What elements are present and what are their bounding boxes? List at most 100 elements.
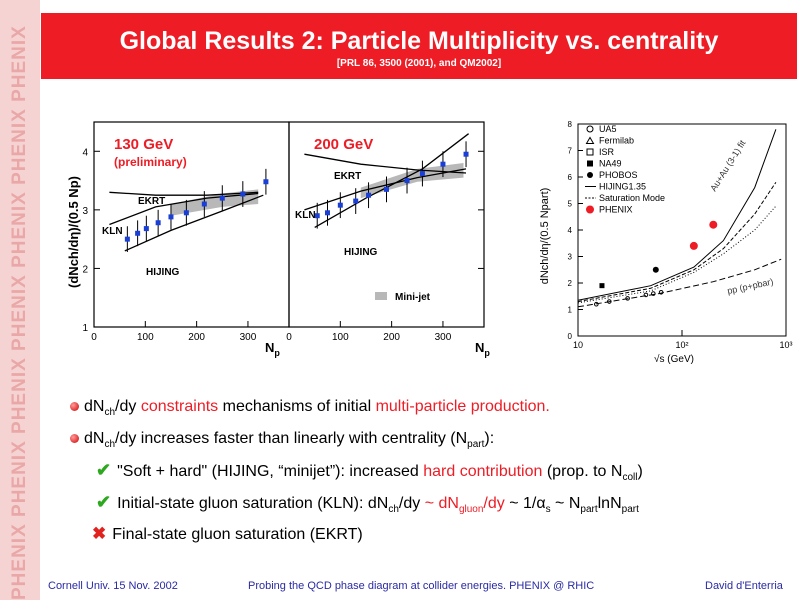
xtick-label: 300: [240, 332, 257, 343]
bullet-dot-icon: [70, 402, 79, 412]
pp-data-point: [651, 291, 656, 296]
xtick-label: 10³: [779, 340, 792, 350]
cross-icon: ✖: [92, 524, 107, 543]
minijet-legend-swatch: [375, 292, 387, 300]
panel1-sublabel: (preliminary): [114, 155, 187, 169]
left-ylabel: (dNch/dη)/(0.5 Np): [66, 176, 81, 288]
xtick-label: 200: [383, 332, 400, 343]
data-point: [124, 236, 130, 242]
ytick-label: 5: [568, 200, 573, 209]
p1-ekrt-label: EKRT: [138, 196, 165, 207]
p1-xlabel: Np: [265, 340, 280, 358]
legend-red-circle-icon: [586, 205, 594, 214]
data-point: [366, 192, 372, 198]
data-point: [440, 161, 446, 167]
legend-label: ISR: [599, 147, 615, 157]
pp-data-point: [625, 296, 630, 301]
right-figure-svg: 0 1 2 3 4 5 6 7 8 10 10² 10³ dNch/dη/(0.5 Npart) √s…: [539, 120, 793, 365]
p2-ekrt-curve: [304, 153, 467, 174]
pp-curve-label: pp (p+pbar): [726, 276, 774, 296]
data-point: [240, 191, 246, 197]
pp-data-point: [607, 299, 612, 304]
pp-curve: [577, 258, 782, 308]
data-point: [183, 210, 189, 216]
ytick-label: 2: [568, 279, 573, 288]
auau-curve-label: Au+Au (3-1) fit: [708, 138, 748, 193]
checkmark-icon: ✔: [96, 460, 112, 480]
ytick-label: 4: [568, 226, 573, 235]
data-point: [324, 210, 330, 216]
p2-kln-label: KLN: [295, 210, 316, 221]
panel2-frame: [288, 121, 485, 328]
auau-fit-curve: [577, 129, 777, 301]
na49-point: [599, 283, 605, 289]
data-point: [263, 179, 269, 185]
sub-bullet-soft-hard: ✔ "Soft + hard" (HIJING, “minijet”): incr…: [96, 460, 643, 484]
data-point: [135, 230, 141, 236]
sub-bullet-final: ✖ Final-state gluon saturation (EKRT): [92, 524, 363, 543]
legend-triangle-icon: [585, 136, 595, 144]
left-figure: 1 2 3 4 0 100 200 300 0 100 200 300 (dNch/dη)/(0.5 …: [62, 112, 510, 362]
sub-bullet-initial: ✔ Initial-state gluon saturation (KLN): d…: [96, 492, 639, 516]
saturation-curve: [577, 182, 777, 303]
legend-label: PHENIX: [599, 205, 633, 215]
phobos-point: [652, 266, 659, 273]
data-point: [419, 171, 425, 177]
minijet-legend-label: Mini-jet: [395, 292, 431, 303]
xtick-label: 10: [573, 340, 583, 350]
ytick-label: 3: [568, 253, 573, 262]
legend-label: PHOBOS: [599, 170, 638, 180]
footer-right: David d'Enterria: [705, 580, 783, 592]
pp-data-point: [643, 292, 649, 298]
data-point: [201, 201, 207, 207]
data-point: [404, 178, 410, 184]
legend-filled-square-icon: [587, 160, 593, 167]
legend-circle-icon: [586, 125, 594, 133]
bullet-dot-icon: [70, 434, 79, 444]
p2-hijing-label: HIJING: [344, 247, 378, 258]
p2-ekrt-label: EKRT: [334, 171, 361, 182]
data-point: [155, 220, 161, 226]
footer-center: Probing the QCD phase diagram at collide…: [248, 580, 595, 592]
legend-label: UA5: [599, 124, 617, 134]
p1-kln-label: KLN: [102, 226, 123, 237]
xtick-label: 200: [188, 332, 205, 343]
data-point: [353, 198, 359, 204]
legend-label: NA49: [599, 159, 622, 169]
ytick-label: 4: [82, 147, 88, 158]
p1-kln-curve: [109, 192, 259, 226]
ytick-label: 1: [82, 323, 88, 334]
phenix-point: [689, 241, 698, 250]
pp-data-point: [594, 301, 599, 307]
checkmark-icon: ✔: [96, 492, 112, 512]
ytick-label: 7: [568, 147, 573, 156]
legend-label: Fermilab: [599, 136, 634, 146]
xtick-label: 100: [137, 332, 154, 343]
legend-filled-circle-icon: [587, 172, 593, 178]
data-point: [168, 214, 174, 220]
data-point: [314, 213, 320, 219]
ytick-label: 0: [568, 332, 573, 341]
p1-ekrt-curve: [109, 191, 259, 196]
legend-label: HIJING1.35: [599, 182, 646, 192]
ytick-label: 8: [568, 120, 573, 129]
sidebar-watermark: PHENIX PHENIX PHENIX PHENIX PHENIX PHENI…: [0, 0, 40, 600]
p1-hijing-label: HIJING: [146, 267, 180, 278]
p2-xlabel: Np: [475, 340, 490, 358]
sidebar-text: PHENIX PHENIX PHENIX PHENIX PHENIX PHENI…: [9, 25, 30, 600]
legend-label: Saturation Mode: [599, 193, 665, 203]
data-point: [463, 151, 469, 157]
p2-kln-curve: [304, 168, 467, 211]
pp-data-point: [658, 289, 664, 295]
slide-title: Global Results 2: Particle Multiplicity …: [119, 27, 719, 55]
xtick-label: 0: [286, 332, 292, 343]
bullet-1: dNch/dy constraints mechanisms of initia…: [70, 398, 550, 418]
right-figure: 0 1 2 3 4 5 6 7 8 10 10² 10³ dNch/dη/(0.5 Npart) √s…: [532, 116, 798, 372]
data-point: [219, 195, 225, 201]
ytick-label: 2: [82, 264, 88, 275]
left-figure-svg: 1 2 3 4 0 100 200 300 0 100 200 300 (dNch/dη)/(0.5 …: [66, 121, 490, 358]
right-xlabel: √s (GeV): [654, 353, 694, 365]
data-point: [384, 186, 389, 192]
bullet-2: dNch/dy increases faster than linearly w…: [70, 430, 494, 450]
xtick-label: 100: [332, 332, 349, 343]
